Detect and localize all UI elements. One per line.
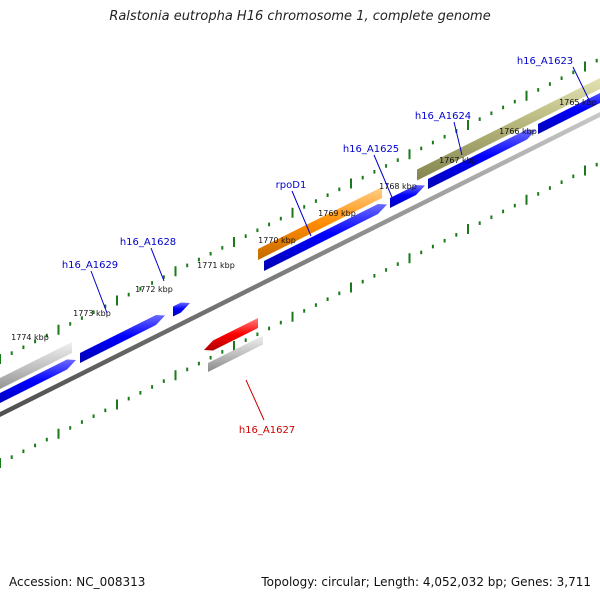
- kbp-label: 1767 kbp: [439, 156, 477, 165]
- cds-feature-rpod1[interactable]: [264, 204, 387, 271]
- kbp-label: 1774 kbp: [11, 333, 49, 342]
- kbp-label: 1770 kbp: [258, 236, 296, 245]
- gene-label-h16-a1627[interactable]: h16_A1627: [239, 425, 295, 436]
- cds-feature[interactable]: [80, 315, 165, 363]
- cds-feature[interactable]: [173, 302, 190, 317]
- gene-feature-h16-a1627[interactable]: [204, 318, 258, 351]
- cds-feature[interactable]: [390, 185, 425, 208]
- forward-tick-track: [0, 58, 598, 364]
- leader-line-rpod1: [291, 190, 312, 237]
- leader-line-h16-a1628: [150, 247, 165, 282]
- topology-text: Topology: circular; Length: 4,052,032 bp…: [261, 575, 591, 589]
- leader-line-h16-a1624: [453, 121, 463, 156]
- kbp-label: 1766 kbp: [499, 127, 537, 136]
- kbp-label: 1765 kbp: [559, 98, 597, 107]
- leader-line-h16-a1627: [245, 379, 265, 421]
- gene-feature-rpod1[interactable]: [258, 187, 382, 260]
- leader-line-h16-a1623: [572, 66, 591, 103]
- kbp-label: 1771 kbp: [197, 261, 235, 270]
- kbp-label: 1768 kbp: [379, 182, 417, 191]
- map-title: Ralstonia eutropha H16 chromosome 1, com…: [109, 9, 491, 24]
- genome-backbone: [0, 112, 600, 417]
- cds-feature[interactable]: [0, 359, 76, 409]
- gene-label-h16-a1625[interactable]: h16_A1625: [343, 144, 399, 155]
- gray-feature[interactable]: [0, 342, 72, 394]
- kbp-label: 1772 kbp: [135, 285, 173, 294]
- gray-feature-reverse[interactable]: [208, 335, 263, 373]
- gene-label-rpod1[interactable]: rpoD1: [276, 180, 307, 191]
- reverse-tick-track: [0, 162, 598, 468]
- leader-line-h16-a1629: [90, 270, 108, 314]
- kbp-label: 1769 kbp: [318, 209, 356, 218]
- gene-label-h16-a1624[interactable]: h16_A1624: [415, 111, 471, 122]
- gene-label-h16-a1629[interactable]: h16_A1629: [62, 260, 118, 271]
- kbp-label: 1773 kbp: [73, 309, 111, 318]
- cds-feature[interactable]: [428, 129, 536, 190]
- accession-text: Accession: NC_008313: [9, 575, 146, 589]
- cds-feature[interactable]: [538, 88, 600, 134]
- gene-label-h16-a1623[interactable]: h16_A1623: [517, 56, 573, 67]
- gene-label-h16-a1628[interactable]: h16_A1628: [120, 237, 176, 248]
- olive-feature[interactable]: [417, 73, 600, 181]
- leader-line-h16-a1625: [373, 154, 395, 203]
